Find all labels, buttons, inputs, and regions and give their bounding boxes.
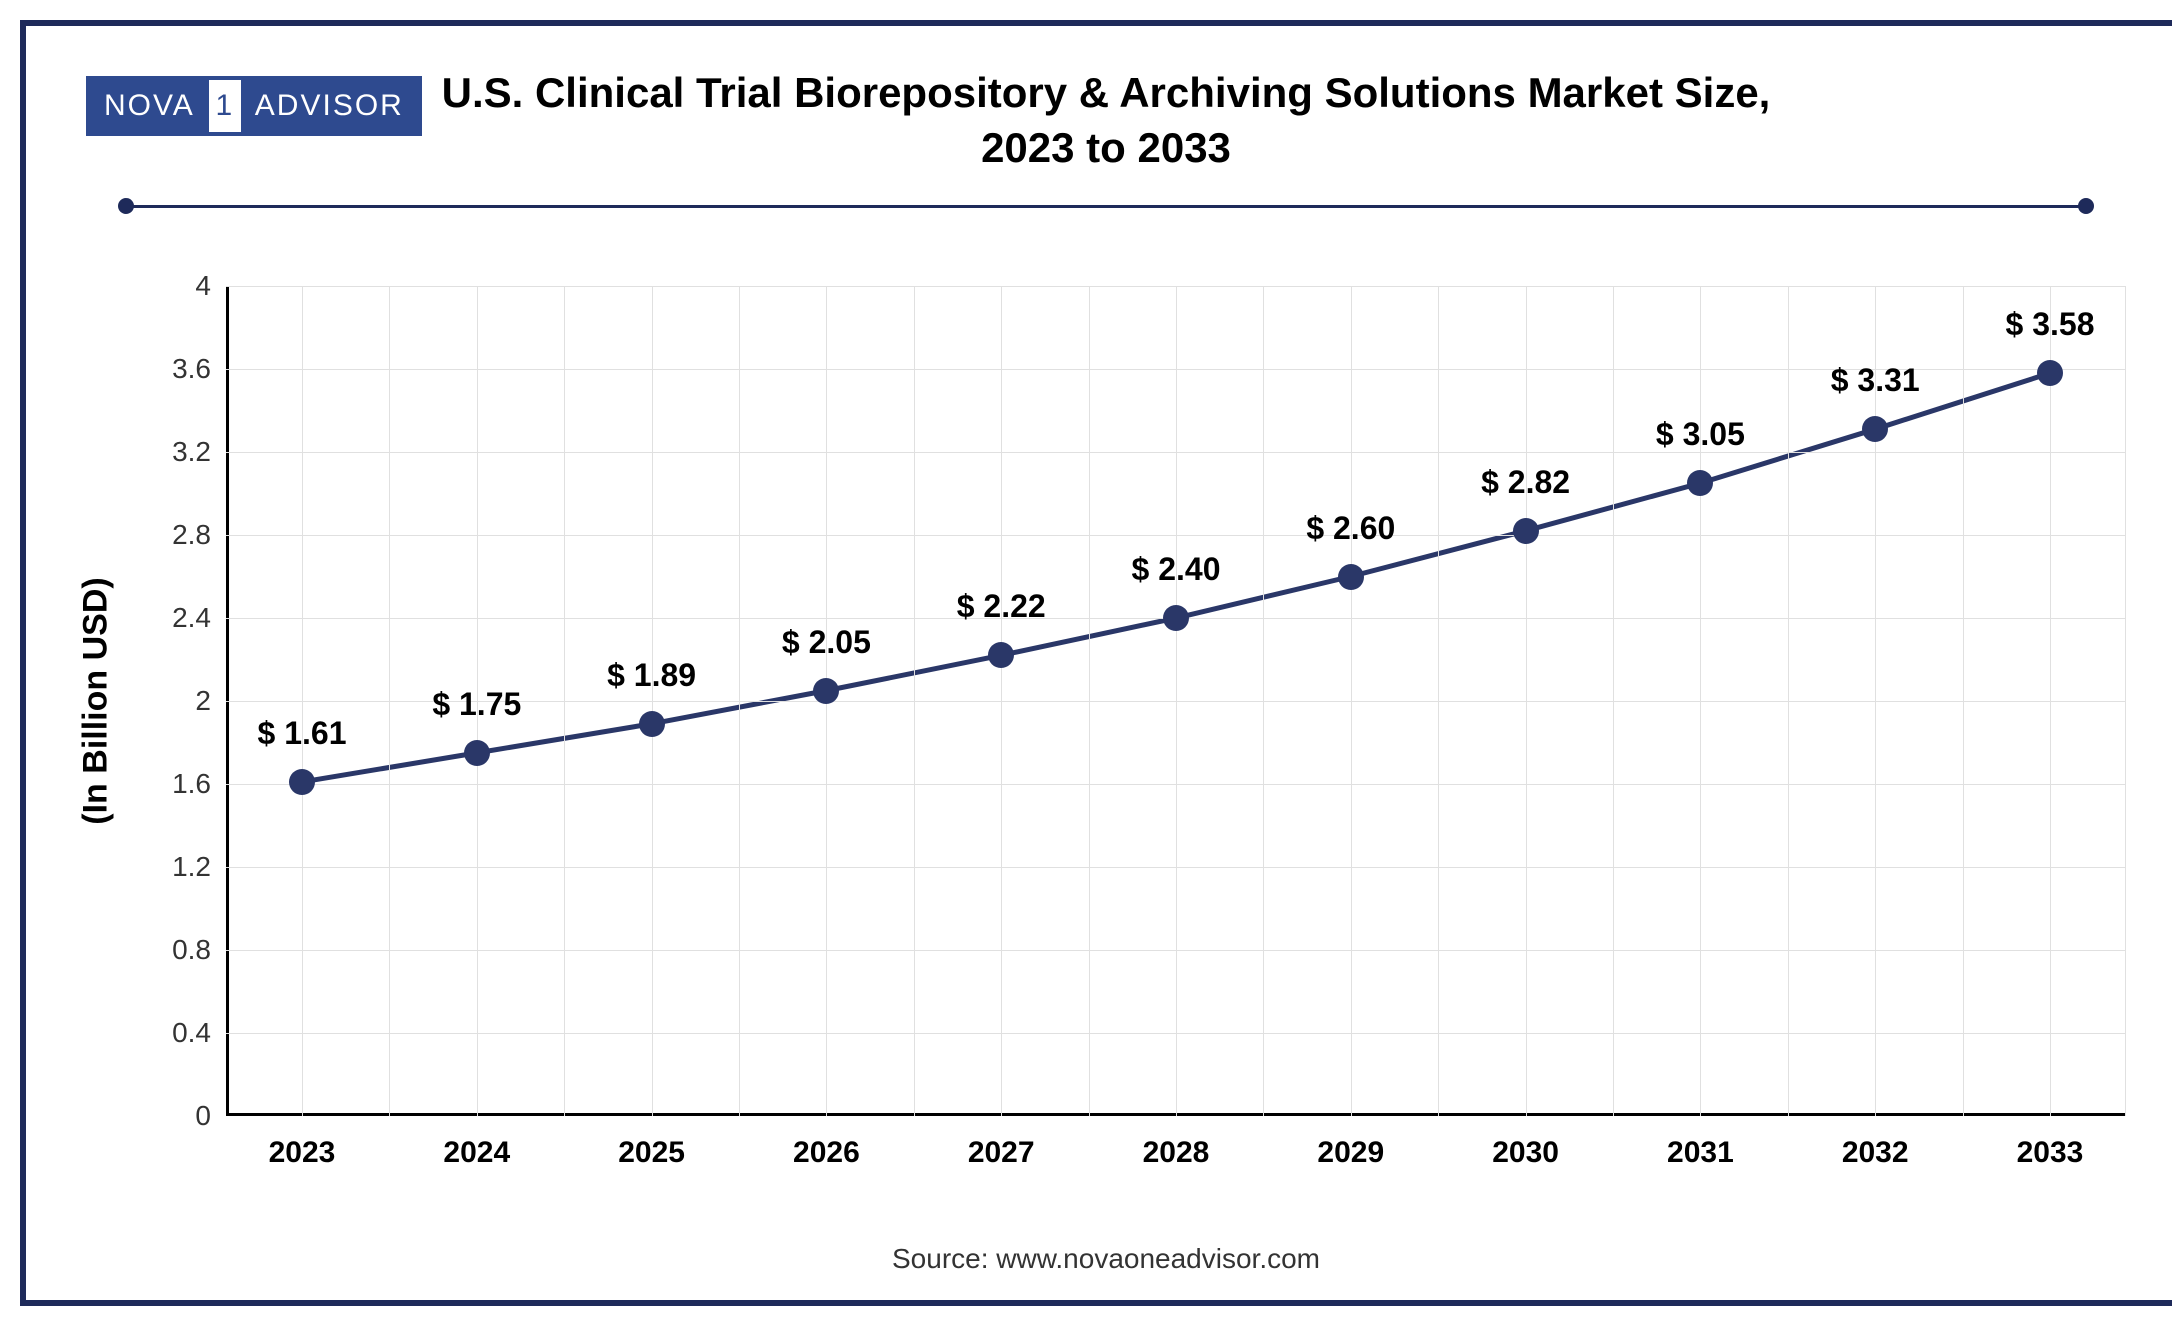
y-tick-label: 2.8 xyxy=(172,519,226,551)
gridline-vertical xyxy=(1963,286,1964,1116)
gridline-vertical xyxy=(1700,286,1701,1116)
title-underline xyxy=(126,205,2086,208)
logo-text-left: NOVA xyxy=(86,76,205,136)
data-value-label: $ 1.89 xyxy=(607,657,696,724)
gridline-vertical xyxy=(1263,286,1264,1116)
y-tick-label: 0.4 xyxy=(172,1017,226,1049)
data-value-label: $ 2.40 xyxy=(1132,551,1221,618)
source-text: Source: www.novaoneadvisor.com xyxy=(26,1243,2172,1275)
y-tick-label: 3.2 xyxy=(172,436,226,468)
gridline-vertical xyxy=(302,286,303,1116)
x-tick-label: 2024 xyxy=(443,1116,510,1170)
x-tick-label: 2023 xyxy=(269,1116,336,1170)
y-tick-label: 0 xyxy=(195,1100,226,1132)
data-value-label: $ 1.61 xyxy=(258,715,347,782)
gridline-vertical xyxy=(914,286,915,1116)
chart-frame: NOVA 1 ADVISOR U.S. Clinical Trial Biore… xyxy=(20,20,2172,1306)
y-tick-label: 4 xyxy=(195,270,226,302)
data-value-label: $ 3.31 xyxy=(1831,362,1920,429)
data-value-label: $ 2.60 xyxy=(1306,510,1395,577)
gridline-vertical xyxy=(1351,286,1352,1116)
gridline-vertical xyxy=(2050,286,2051,1116)
y-tick-label: 1.6 xyxy=(172,768,226,800)
gridline-vertical xyxy=(389,286,390,1116)
data-value-label: $ 1.75 xyxy=(432,686,521,753)
gridline-vertical xyxy=(1613,286,1614,1116)
y-tick-label: 0.8 xyxy=(172,934,226,966)
data-value-label: $ 3.58 xyxy=(2006,306,2095,373)
data-value-label: $ 3.05 xyxy=(1656,416,1745,483)
plot-area: (In Billion USD) 00.40.81.21.622.42.83.2… xyxy=(226,286,2126,1116)
gridline-vertical xyxy=(1526,286,1527,1116)
data-value-label: $ 2.82 xyxy=(1481,464,1570,531)
gridline-vertical xyxy=(1089,286,1090,1116)
x-tick-label: 2031 xyxy=(1667,1116,1734,1170)
x-tick-label: 2026 xyxy=(793,1116,860,1170)
gridline-vertical xyxy=(1788,286,1789,1116)
brand-logo: NOVA 1 ADVISOR xyxy=(86,76,422,136)
data-value-label: $ 2.22 xyxy=(957,588,1046,655)
logo-number-box: 1 xyxy=(205,76,245,136)
y-tick-label: 3.6 xyxy=(172,353,226,385)
x-tick-label: 2033 xyxy=(2017,1116,2084,1170)
x-tick-label: 2027 xyxy=(968,1116,1035,1170)
y-tick-label: 2 xyxy=(195,685,226,717)
gridline-vertical xyxy=(564,286,565,1116)
gridline-vertical xyxy=(2125,286,2126,1116)
gridline-vertical xyxy=(1176,286,1177,1116)
y-axis-label: (In Billion USD) xyxy=(77,577,116,824)
data-value-label: $ 2.05 xyxy=(782,624,871,691)
gridline-vertical xyxy=(1001,286,1002,1116)
x-tick-label: 2032 xyxy=(1842,1116,1909,1170)
x-tick-label: 2028 xyxy=(1143,1116,1210,1170)
x-tick-label: 2025 xyxy=(618,1116,685,1170)
gridline-horizontal xyxy=(226,286,2126,287)
y-tick-label: 1.2 xyxy=(172,851,226,883)
gridline-vertical xyxy=(739,286,740,1116)
logo-text-right: ADVISOR xyxy=(245,76,422,136)
gridline-vertical xyxy=(1438,286,1439,1116)
y-tick-label: 2.4 xyxy=(172,602,226,634)
x-tick-label: 2029 xyxy=(1317,1116,1384,1170)
x-tick-label: 2030 xyxy=(1492,1116,1559,1170)
